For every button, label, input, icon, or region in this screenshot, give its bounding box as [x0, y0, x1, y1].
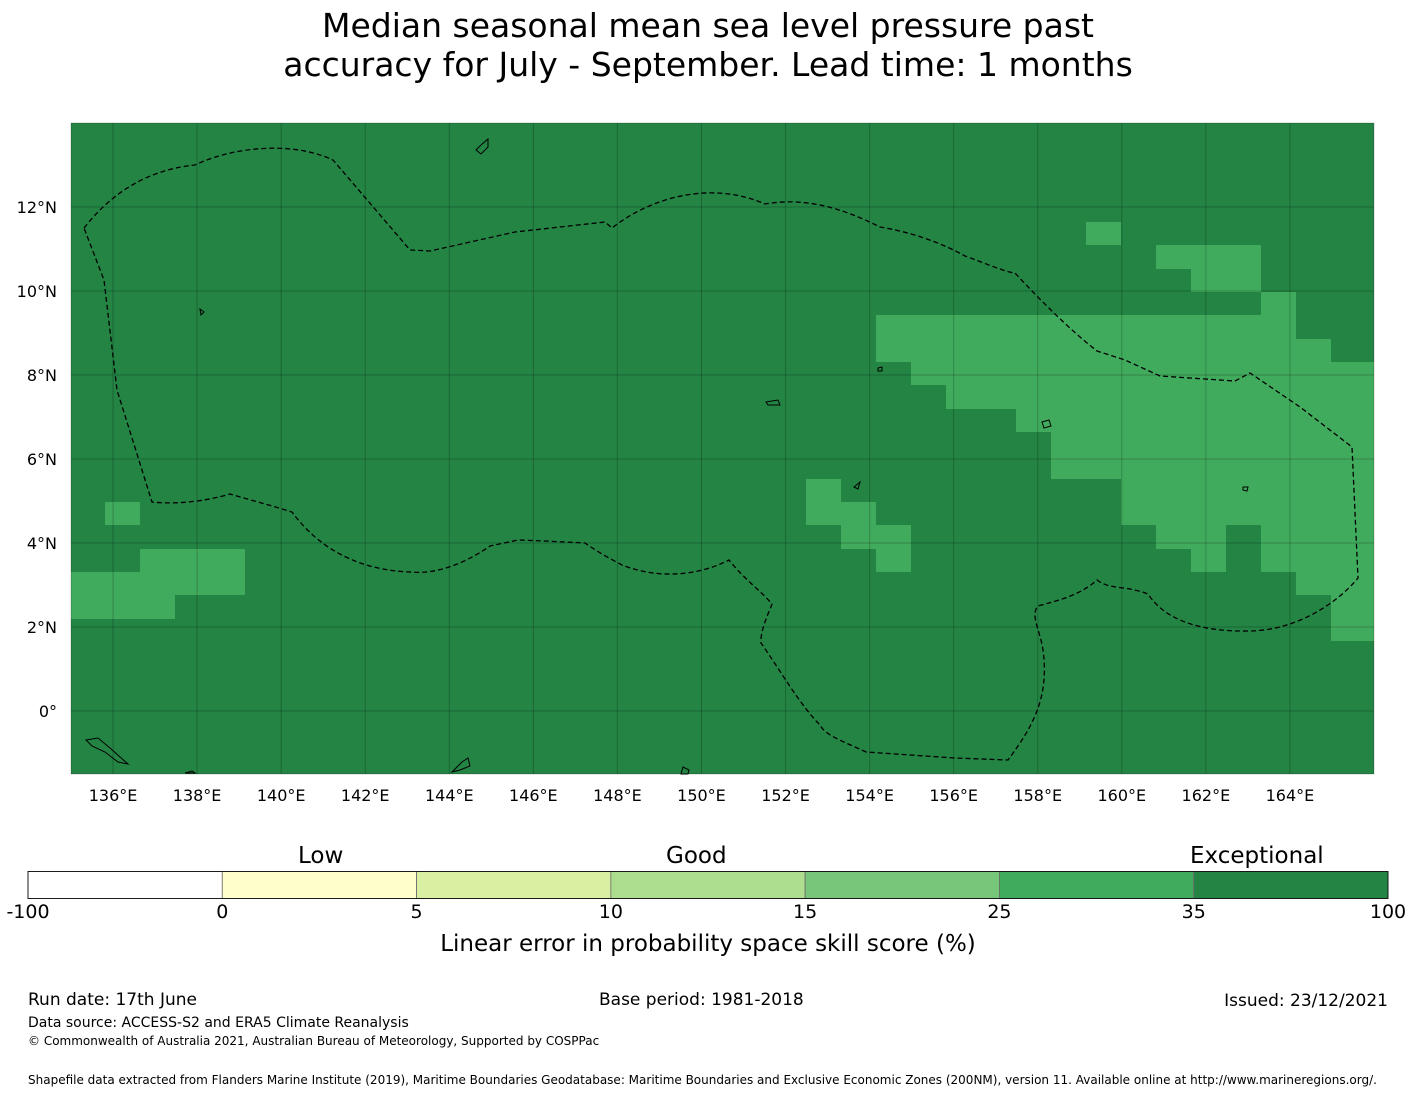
latitude-tick-label: 4°N: [27, 534, 57, 553]
latitude-tick-labels: 12°N 10°N 8°N 6°N 4°N 2°N 0°: [17, 198, 57, 721]
longitude-tick-label: 154°E: [845, 786, 894, 805]
island-outline: [199, 307, 205, 317]
skill-patch: [1086, 222, 1121, 245]
island-outline: [1242, 486, 1249, 492]
island-outline: [1041, 419, 1052, 429]
latitude-tick-label: 12°N: [17, 198, 57, 217]
colorbar: [27, 871, 1389, 899]
longitude-tick-label: 156°E: [929, 786, 978, 805]
longitude-tick-label: 146°E: [509, 786, 558, 805]
island-outline: [475, 137, 489, 155]
map-frame: [70, 122, 1375, 775]
colorbar-tick-label: 0: [216, 901, 229, 923]
colorbar-tick-label: 5: [410, 901, 423, 923]
colorbar-tick-label: 35: [1181, 901, 1206, 923]
data-source: Data source: ACCESS-S2 and ERA5 Climate …: [28, 1015, 409, 1031]
skill-patches: [71, 222, 1374, 641]
longitude-tick-labels: 136°E 138°E 140°E 142°E 144°E 146°E 148°E 150°E…: [89, 786, 1315, 805]
colorbar-category-exceptional: Exceptional: [1190, 843, 1324, 869]
colorbar-tick-label: 10: [598, 901, 623, 923]
island-outline: [450, 757, 471, 773]
skill-patch: [105, 502, 140, 525]
skill-patch: [806, 479, 911, 572]
longitude-tick-label: 164°E: [1266, 786, 1315, 805]
island-outline: [184, 770, 197, 774]
colorbar-category-low: Low: [298, 843, 344, 869]
skill-patch: [876, 292, 1374, 641]
eez-boundary-line: [83, 147, 1359, 761]
longitude-tick-label: 138°E: [173, 786, 222, 805]
longitude-tick-label: 136°E: [89, 786, 138, 805]
colorbar-tick-label: -100: [6, 901, 50, 923]
coastlines: [84, 137, 1249, 775]
copyright: © Commonwealth of Australia 2021, Austra…: [28, 1034, 600, 1048]
colorbar-title: Linear error in probability space skill …: [440, 931, 976, 957]
longitude-tick-label: 142°E: [341, 786, 390, 805]
map-title-line-2: accuracy for July - September. Lead time…: [283, 45, 1133, 84]
eez-boundary: [83, 147, 1359, 761]
map-gridlines: [71, 123, 1374, 774]
colorbar-segment: [610, 871, 806, 899]
latitude-tick-label: 8°N: [27, 366, 57, 385]
skill-score-map: 136°E 138°E 140°E 142°E 144°E 146°E 148°E 150°E…: [17, 122, 1375, 805]
longitude-tick-label: 140°E: [257, 786, 306, 805]
island-outline: [680, 766, 690, 775]
longitude-tick-label: 158°E: [1013, 786, 1062, 805]
island-outline: [877, 366, 883, 372]
longitude-tick-label: 144°E: [425, 786, 474, 805]
skill-patch: [1156, 245, 1261, 292]
run-date: Run date: 17th June: [28, 990, 197, 1010]
colorbar-category-good: Good: [666, 843, 727, 869]
longitude-tick-label: 150°E: [677, 786, 726, 805]
latitude-tick-label: 10°N: [17, 282, 57, 301]
colorbar-tick-label: 100: [1369, 901, 1407, 923]
colorbar-outline: [27, 871, 1389, 899]
longitude-tick-label: 152°E: [761, 786, 810, 805]
colorbar-segment: [416, 871, 612, 899]
colorbar-segment: [1193, 871, 1389, 899]
colorbar-segment: [804, 871, 1000, 899]
latitude-tick-label: 2°N: [27, 618, 57, 637]
base-period: Base period: 1981-2018: [599, 990, 804, 1010]
island-outline: [853, 480, 861, 490]
longitude-tick-label: 148°E: [593, 786, 642, 805]
colorbar-segment: [27, 871, 223, 899]
colorbar-tick-label: 15: [793, 901, 818, 923]
colorbar-segment: [221, 871, 417, 899]
longitude-tick-label: 162°E: [1182, 786, 1231, 805]
latitude-tick-label: 0°: [39, 702, 57, 721]
island-outline: [84, 737, 130, 765]
skill-patch: [71, 549, 245, 619]
island-outline: [765, 399, 781, 406]
latitude-tick-label: 6°N: [27, 450, 57, 469]
map-title-line-1: Median seasonal mean sea level pressure …: [322, 6, 1094, 45]
shapefile-credit: Shapefile data extracted from Flanders M…: [28, 1073, 1377, 1087]
longitude-tick-label: 160°E: [1097, 786, 1146, 805]
colorbar-tick-label: 25: [987, 901, 1012, 923]
issued-date: Issued: 23/12/2021: [1224, 991, 1388, 1011]
map-title: Median seasonal mean sea level pressure …: [0, 6, 1416, 84]
colorbar-segment: [999, 871, 1195, 899]
